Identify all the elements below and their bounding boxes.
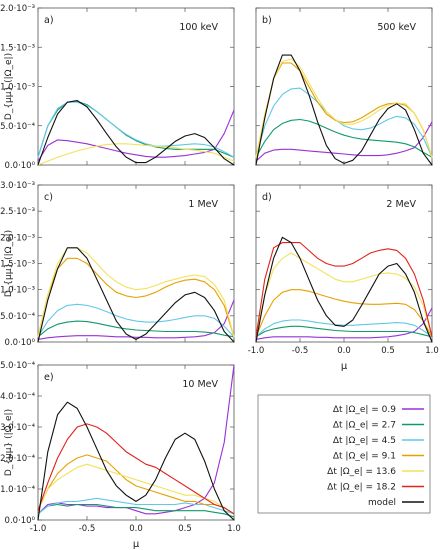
- energy-label: 2 MeV: [386, 199, 416, 210]
- y-tick-label: 2.0·10⁻⁴: [0, 454, 36, 464]
- energy-label: 10 MeV: [182, 379, 218, 390]
- panel-e: 0.0·10⁰ 1.0·10⁻⁴ 2.0·10⁻⁴ 3.0·10⁻⁴ 4.0·10⁻⁴ 5…: [0, 361, 241, 550]
- series-line: [37, 364, 235, 515]
- y-tick-label: 1.0·10⁻⁴: [0, 485, 36, 495]
- energy-label: 100 keV: [179, 22, 218, 33]
- series-line: [255, 118, 433, 158]
- series-line: [255, 289, 433, 338]
- series-line: [37, 401, 235, 521]
- y-tick-label: 2.0·10⁻³: [0, 233, 35, 243]
- series-line: [255, 58, 433, 158]
- series-line: [255, 242, 433, 338]
- y-axis-label: D_{μμ} (|Ω_e|): [4, 409, 14, 476]
- panel-letter: d): [262, 192, 272, 203]
- series-line: [37, 423, 235, 515]
- panel-d: -1.0 -0.5 0.0 0.5 1.0 d) 2 MeV μ: [248, 184, 439, 372]
- series-line: [255, 252, 433, 338]
- y-tick-label: 0.0·10⁰: [5, 161, 36, 171]
- series-line: [255, 325, 433, 338]
- series-line: [255, 319, 433, 338]
- x-tick-label: 0.5: [381, 346, 395, 356]
- x-tick-label: 0.0: [129, 524, 143, 534]
- y-tick-label: 1.5·10⁻³: [0, 260, 35, 270]
- energy-label: 500 keV: [377, 22, 416, 33]
- panel-c: 0.0·10⁰ 5.0·10⁻⁴ 1.0·10⁻³ 1.5·10⁻³ 2.0·10⁻³ 2…: [0, 181, 235, 348]
- legend-label: Δt |Ω_e| = 9.1: [333, 452, 396, 462]
- y-tick-label: 2.5·10⁻³: [0, 207, 35, 217]
- x-tick-label: 0.0: [337, 346, 351, 356]
- x-axis-label: μ: [341, 361, 348, 372]
- x-axis-label: μ: [133, 539, 140, 550]
- series-line: [255, 87, 433, 158]
- y-axis-label: D_{μμ} (|Ω_e|): [4, 230, 14, 297]
- x-tick-label: -0.5: [79, 524, 96, 534]
- y-tick-label: 5.0·10⁻⁴: [0, 361, 36, 371]
- y-tick-label: 3.0·10⁻⁴: [0, 423, 36, 433]
- legend-label: Δt |Ω_e| = 13.6: [327, 467, 396, 477]
- series-line: [255, 62, 433, 158]
- series-line: [37, 100, 235, 166]
- series-line: [255, 236, 433, 343]
- y-tick-label: 1.0·10⁻³: [0, 286, 35, 296]
- panel-letter: e): [44, 372, 54, 383]
- series-line: [37, 497, 235, 515]
- legend-label: Δt |Ω_e| = 18.2: [327, 483, 396, 493]
- y-tick-label: 0.0·10⁰: [5, 338, 36, 348]
- series-line: [37, 109, 235, 162]
- panel-letter: c): [44, 192, 53, 203]
- panel-letter: a): [44, 15, 54, 26]
- y-tick-label: 2.0·10⁻³: [0, 4, 35, 14]
- y-axis-label: D_{μμ} (|Ω_e|): [4, 53, 14, 120]
- x-tick-label: 0.5: [178, 524, 192, 534]
- series-line: [255, 307, 433, 340]
- panel-a: 0.0·10⁰ 5.0·10⁻⁴ 1.0·10⁻³ 1.5·10⁻³ 2.0·10⁻³ a…: [0, 4, 235, 171]
- y-tick-label: 1.5·10⁻³: [0, 43, 35, 53]
- legend-label: model: [368, 498, 396, 508]
- series-line: [255, 54, 433, 166]
- x-tick-label: -1.0: [30, 524, 47, 534]
- series-line: [37, 257, 235, 338]
- series-line: [37, 299, 235, 340]
- x-tick-label: 1.0: [227, 524, 241, 534]
- y-tick-label: 5.0·10⁻⁴: [0, 122, 36, 132]
- legend-label: Δt |Ω_e| = 0.9: [333, 405, 396, 415]
- y-tick-label: 0.0·10⁰: [5, 516, 36, 526]
- series-line: [37, 303, 235, 338]
- y-tick-label: 1.0·10⁻³: [0, 83, 35, 93]
- x-tick-label: 1.0: [425, 346, 439, 356]
- energy-label: 1 MeV: [188, 199, 218, 210]
- series-line: [37, 143, 235, 166]
- series-line: [37, 247, 235, 343]
- x-tick-label: -1.0: [248, 346, 265, 356]
- panel-b: b) 500 keV: [255, 7, 433, 166]
- x-tick-label: -0.5: [292, 346, 309, 356]
- legend-label: Δt |Ω_e| = 2.7: [333, 421, 396, 431]
- series-line: [37, 100, 235, 158]
- series-line: [37, 463, 235, 515]
- y-tick-label: 4.0·10⁻⁴: [0, 392, 36, 402]
- series-line: [37, 454, 235, 515]
- legend-box: [257, 394, 431, 514]
- legend: Δt |Ω_e| = 0.9 Δt |Ω_e| = 2.7 Δt |Ω_e| = 4…: [257, 394, 431, 514]
- series-line: [37, 320, 235, 338]
- series-line: [37, 503, 235, 518]
- panel-letter: b): [262, 15, 272, 26]
- series-line: [255, 121, 433, 162]
- series-line: [37, 247, 235, 338]
- legend-label: Δt |Ω_e| = 4.5: [333, 436, 396, 446]
- y-tick-label: 5.0·10⁻⁴: [0, 312, 36, 322]
- y-tick-label: 3.0·10⁻³: [0, 181, 35, 191]
